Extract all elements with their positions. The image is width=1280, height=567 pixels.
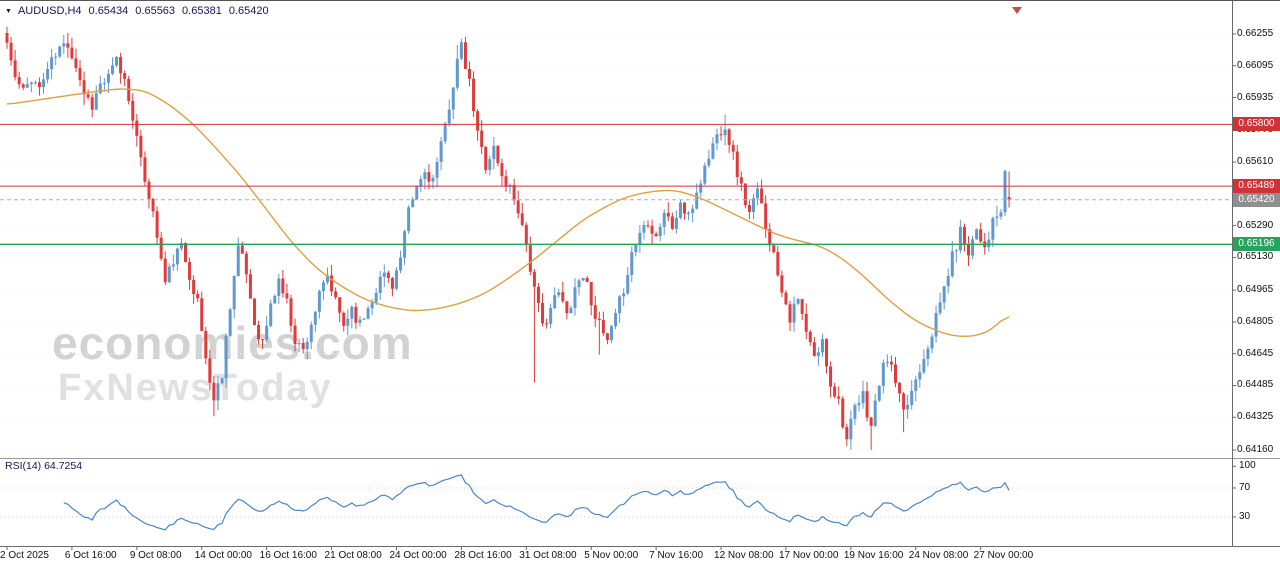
watermark-subbrand: FxNewsToday xyxy=(58,367,333,410)
time-axis-label: 19 Nov 16:00 xyxy=(843,550,904,561)
price-axis-label: 0.64160 xyxy=(1237,444,1274,456)
time-axis-label: 31 Oct 08:00 xyxy=(519,550,577,561)
time-axis-label: 9 Oct 08:00 xyxy=(129,550,182,561)
price-axis-label: 0.64645 xyxy=(1237,347,1274,359)
time-axis-label: 24 Oct 00:00 xyxy=(389,550,447,561)
price-axis-label: 0.66095 xyxy=(1237,59,1274,71)
symbol-dropdown-icon[interactable]: ▼ xyxy=(5,7,12,15)
price-axis-label: 0.64325 xyxy=(1237,411,1274,423)
resistance-1-price-badge: 0.65800 xyxy=(1233,117,1280,132)
time-axis-label: 6 Oct 16:00 xyxy=(64,550,117,561)
price-axis-label: 0.66255 xyxy=(1237,27,1274,39)
chart-header: ▼ AUDUSD,H4 0.65434 0.65563 0.65381 0.65… xyxy=(5,5,269,17)
support-1-price-badge: 0.65196 xyxy=(1233,237,1280,252)
rsi-axis-label: 30 xyxy=(1239,511,1251,522)
time-axis-label: 17 Nov 00:00 xyxy=(778,550,839,561)
price-axis-label: 0.65290 xyxy=(1237,219,1274,231)
rsi-indicator-label: RSI(14) 64.7254 xyxy=(5,460,83,472)
ohlc-close: 0.65420 xyxy=(228,5,269,17)
rsi-axis-label: 100 xyxy=(1239,460,1256,472)
time-axis-label: 24 Nov 08:00 xyxy=(908,550,969,561)
time-axis-label: 21 Oct 08:00 xyxy=(324,550,382,561)
time-axis-label: 7 Nov 16:00 xyxy=(649,550,704,561)
price-axis-label: 0.65130 xyxy=(1237,251,1274,263)
price-axis-label: 0.65610 xyxy=(1237,156,1274,168)
time-axis-label: 16 Oct 16:00 xyxy=(259,550,317,561)
price-axis-label: 0.64805 xyxy=(1237,315,1274,327)
time-axis-label: 27 Nov 00:00 xyxy=(973,550,1034,561)
price-axis-label: 0.64485 xyxy=(1237,379,1274,391)
time-axis-label: 5 Nov 00:00 xyxy=(584,550,639,561)
current-price-price-badge: 0.65420 xyxy=(1233,192,1280,207)
price-axis-label: 0.64965 xyxy=(1237,284,1274,296)
time-axis-label: 14 Oct 00:00 xyxy=(194,550,252,561)
ohlc-high: 0.65563 xyxy=(135,5,176,17)
resistance-2-price-badge: 0.65489 xyxy=(1233,179,1280,194)
symbol-period-label: AUDUSD,H4 xyxy=(17,5,82,17)
price-axis-label: 0.65935 xyxy=(1237,91,1274,103)
rsi-axis-label: 70 xyxy=(1239,482,1251,493)
time-axis-label: 2 Oct 2025 xyxy=(0,550,49,561)
time-axis-label: 12 Nov 08:00 xyxy=(714,550,774,561)
ohlc-low: 0.65381 xyxy=(182,5,222,17)
ohlc-open: 0.65434 xyxy=(88,5,129,17)
chart-shift-marker-icon xyxy=(1012,7,1022,14)
time-axis-label: 28 Oct 16:00 xyxy=(454,550,512,561)
